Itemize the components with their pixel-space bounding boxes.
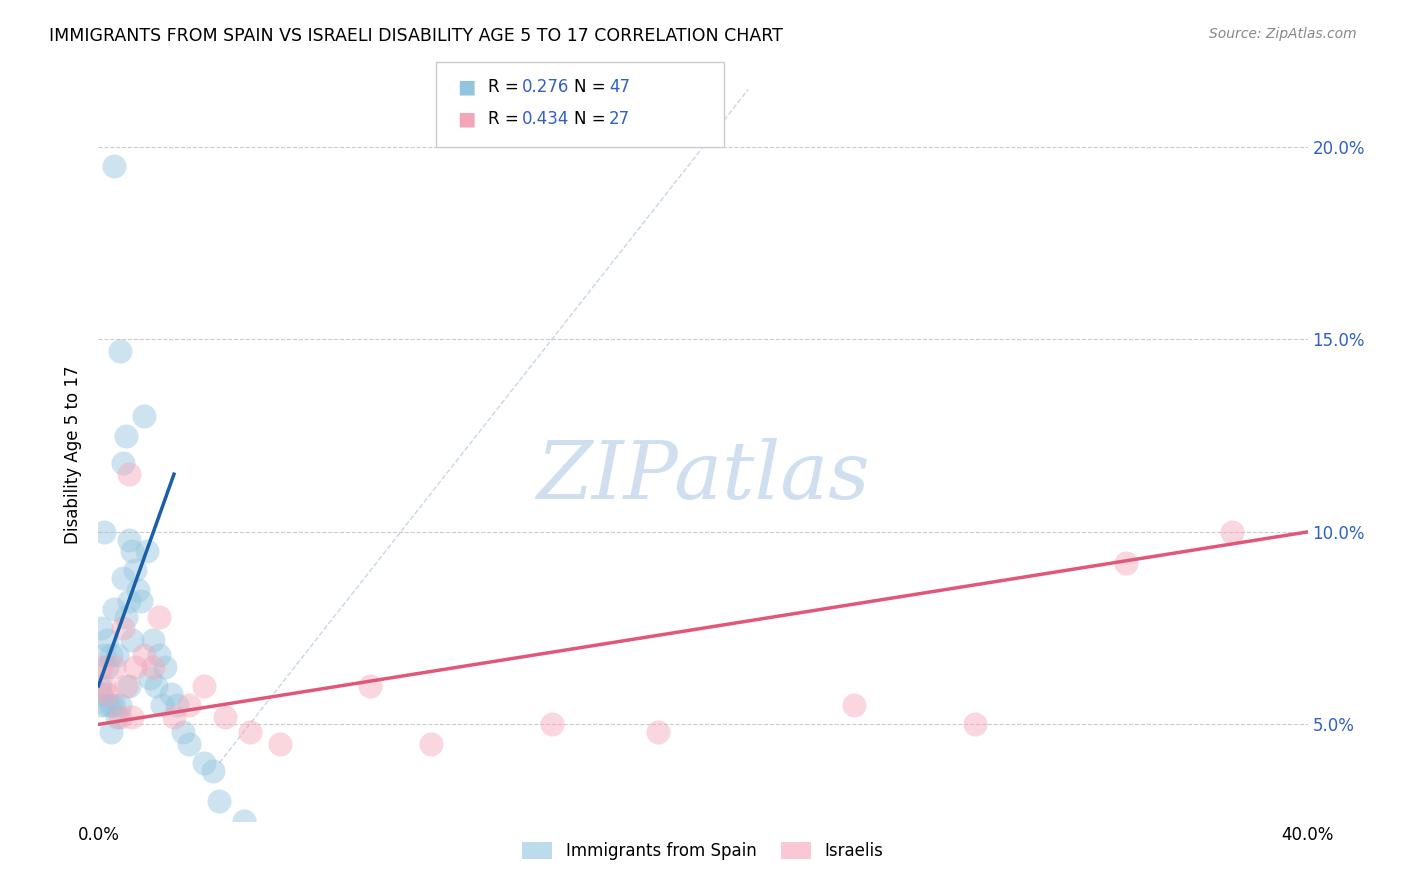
Point [93, 524, 115, 539]
Y-axis label: Disability Age 5 to 17: Disability Age 5 to 17 [65, 366, 83, 544]
Point [100, 698, 122, 713]
Point [172, 725, 194, 739]
Point [179, 737, 201, 751]
Point [420, 737, 443, 751]
Point [121, 632, 143, 647]
Point [360, 679, 382, 693]
Point [132, 648, 155, 662]
Point [1220, 524, 1243, 539]
Point [90, 698, 112, 713]
Point [103, 602, 125, 616]
Text: ZIPatlas: ZIPatlas [536, 438, 870, 516]
Point [103, 159, 125, 173]
Point [124, 659, 146, 673]
Point [111, 571, 134, 585]
Text: R =: R = [488, 78, 524, 95]
Point [132, 409, 155, 424]
Point [202, 764, 225, 778]
Point [118, 533, 141, 547]
Point [142, 659, 165, 673]
Point [118, 679, 141, 693]
Point [239, 725, 262, 739]
Point [90, 687, 112, 701]
Point [269, 737, 291, 751]
Point [647, 725, 669, 739]
Point [232, 814, 254, 828]
Text: Source: ZipAtlas.com: Source: ZipAtlas.com [1209, 27, 1357, 41]
Point [90, 659, 112, 673]
Text: 27: 27 [609, 110, 630, 128]
Point [124, 563, 146, 577]
Point [118, 467, 141, 482]
Text: R =: R = [488, 110, 524, 128]
Point [150, 698, 173, 713]
Point [121, 544, 143, 558]
Point [93, 679, 115, 693]
Point [96, 632, 118, 647]
Text: 0.276: 0.276 [522, 78, 569, 95]
Point [96, 698, 118, 713]
Point [844, 698, 866, 713]
Point [1115, 556, 1137, 570]
Point [111, 621, 134, 635]
Point [114, 428, 136, 442]
Text: N =: N = [574, 78, 610, 95]
Text: ■: ■ [457, 77, 475, 96]
Legend: Immigrants from Spain, Israelis: Immigrants from Spain, Israelis [516, 836, 890, 867]
Point [108, 343, 131, 358]
Point [127, 582, 149, 597]
Text: ■: ■ [457, 109, 475, 128]
Point [108, 698, 131, 713]
Point [129, 594, 152, 608]
Text: N =: N = [574, 110, 610, 128]
Text: 47: 47 [609, 78, 630, 95]
Point [193, 679, 215, 693]
Point [214, 709, 236, 723]
Point [153, 659, 176, 673]
Point [114, 679, 136, 693]
Point [114, 609, 136, 624]
Point [145, 679, 167, 693]
Point [118, 594, 141, 608]
Text: 0.434: 0.434 [522, 110, 569, 128]
Point [148, 648, 170, 662]
Point [103, 698, 125, 713]
Point [142, 632, 165, 647]
Point [148, 609, 170, 624]
Text: IMMIGRANTS FROM SPAIN VS ISRAELI DISABILITY AGE 5 TO 17 CORRELATION CHART: IMMIGRANTS FROM SPAIN VS ISRAELI DISABIL… [49, 27, 783, 45]
Point [163, 709, 186, 723]
Point [103, 659, 125, 673]
Point [100, 648, 122, 662]
Point [193, 756, 215, 770]
Point [105, 648, 128, 662]
Point [93, 648, 115, 662]
Point [100, 725, 122, 739]
Point [96, 659, 118, 673]
Point [89, 679, 111, 693]
Point [108, 709, 131, 723]
Point [96, 687, 118, 701]
Point [179, 698, 201, 713]
Point [208, 794, 231, 808]
Point [139, 671, 162, 685]
Point [965, 717, 987, 731]
Point [540, 717, 562, 731]
Point [160, 687, 183, 701]
Point [90, 621, 112, 635]
Point [105, 709, 128, 723]
Point [111, 456, 134, 470]
Point [135, 544, 157, 558]
Point [166, 698, 188, 713]
Point [121, 709, 143, 723]
